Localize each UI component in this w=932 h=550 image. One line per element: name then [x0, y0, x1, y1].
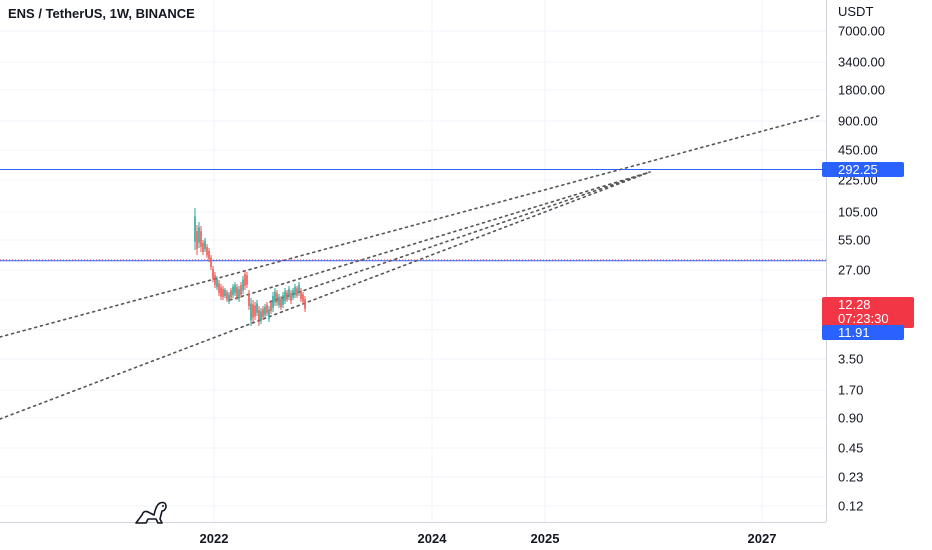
trend-line	[269, 171, 651, 303]
candle	[194, 216, 196, 242]
year-label: 2024	[417, 531, 447, 546]
tradingview-logo-icon[interactable]	[134, 499, 168, 525]
price-tick: 1.70	[838, 382, 864, 398]
candle	[246, 275, 248, 285]
candle	[296, 288, 298, 296]
candle	[268, 309, 270, 319]
candle	[216, 278, 218, 288]
candle	[214, 275, 216, 285]
candle	[270, 302, 272, 312]
candle	[206, 246, 208, 256]
candle	[238, 289, 240, 299]
candle	[272, 296, 274, 308]
price-tick: 0.45	[838, 440, 864, 456]
price-tick: 3400.00	[838, 54, 885, 70]
candle	[242, 279, 244, 291]
candle	[230, 290, 232, 298]
candle	[250, 303, 252, 321]
currency-label[interactable]: USDT	[838, 4, 874, 19]
price-tick: 1800.00	[838, 82, 885, 98]
price-tick: 27.00	[838, 262, 871, 278]
price-tick: 55.00	[838, 232, 871, 248]
candle	[208, 250, 210, 260]
candle	[282, 295, 284, 305]
trend-line	[229, 171, 651, 301]
year-label: 2022	[199, 531, 229, 546]
candle	[226, 292, 228, 300]
price-tick: 900.00	[838, 113, 878, 129]
candle	[298, 284, 300, 294]
year-label: 2027	[747, 531, 777, 546]
resistance-price-tag: 292.25	[822, 162, 904, 177]
candle	[224, 290, 226, 296]
bar-countdown: 07:23:30	[838, 311, 889, 326]
candle	[264, 306, 266, 316]
price-tick: 0.23	[838, 469, 864, 485]
candle	[222, 288, 224, 298]
price-tick: 0.12	[838, 498, 864, 514]
candle	[252, 304, 254, 318]
price-axis[interactable]	[826, 0, 932, 522]
candle	[290, 292, 292, 302]
candle	[196, 231, 198, 249]
trend-line	[0, 171, 651, 420]
price-tick: 450.00	[838, 142, 878, 158]
candle	[280, 298, 282, 308]
candle	[236, 287, 238, 297]
candle	[300, 290, 302, 300]
candle	[228, 294, 230, 302]
candle	[254, 305, 256, 317]
candle	[256, 303, 258, 313]
year-label: 2025	[530, 531, 560, 546]
candle	[286, 292, 288, 300]
candle	[204, 240, 206, 250]
symbol-title[interactable]: ENS / TetherUS, 1W, BINANCE	[8, 6, 195, 21]
candle	[248, 294, 250, 306]
candle	[304, 299, 306, 309]
candle	[278, 296, 280, 306]
candle	[260, 311, 262, 321]
candle	[266, 304, 268, 314]
candle	[302, 294, 304, 302]
candle	[240, 285, 242, 295]
candle	[284, 291, 286, 301]
candle	[276, 293, 278, 303]
last-price-value: 12.28	[838, 297, 871, 312]
candle	[294, 286, 296, 296]
candle	[232, 286, 234, 296]
trend-line	[0, 114, 823, 338]
candle	[202, 243, 204, 252]
time-axis[interactable]	[0, 522, 826, 550]
candle	[200, 231, 202, 247]
last-price-tag: 12.28 07:23:30	[822, 297, 914, 328]
candle	[288, 288, 290, 298]
candle	[274, 291, 276, 303]
price-tick: 7000.00	[838, 23, 885, 39]
candle	[212, 269, 214, 279]
candle	[220, 287, 222, 297]
candle	[234, 284, 236, 294]
candle	[198, 227, 200, 243]
price-tick: 3.50	[838, 351, 864, 367]
candle	[244, 274, 246, 286]
candle	[258, 310, 260, 322]
price-tick: 105.00	[838, 204, 878, 220]
support-price-tag: 11.91	[822, 325, 904, 340]
price-tick: 0.90	[838, 410, 864, 426]
candle	[262, 308, 264, 318]
candle	[292, 290, 294, 298]
candle	[210, 258, 212, 267]
candle	[218, 283, 220, 293]
